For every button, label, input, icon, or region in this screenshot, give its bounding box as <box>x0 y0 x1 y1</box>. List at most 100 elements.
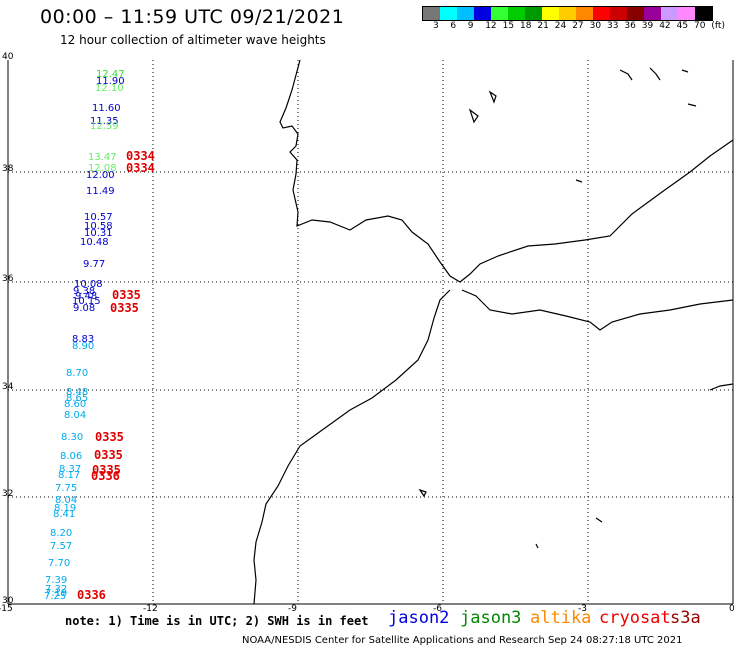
wave-height-label: 9.77 <box>83 259 106 270</box>
wave-height-label: 9.38 <box>73 286 96 297</box>
wave-height-label: 11.90 <box>96 76 125 87</box>
wave-height-label: 10.58 <box>84 221 113 232</box>
color-swatch <box>559 7 576 20</box>
longitude-label: -12 <box>143 604 158 614</box>
color-scale-label: 9 <box>467 21 474 31</box>
color-scale-label: 15 <box>502 21 515 31</box>
latitude-label: 34 <box>2 382 14 392</box>
color-swatch <box>610 7 627 20</box>
latitude-label: 30 <box>2 596 14 606</box>
wave-height-label: 10.31 <box>84 228 113 239</box>
longitude-label: -15 <box>0 604 13 614</box>
latitude-label: 40 <box>2 52 14 62</box>
pass-time-label: 0335 <box>94 448 123 462</box>
page-title: 00:00 – 11:59 UTC 09/21/2021 <box>40 6 345 28</box>
color-swatch <box>576 7 593 20</box>
wave-height-label: 7.32 <box>45 584 68 595</box>
color-scale-label: 39 <box>641 21 654 31</box>
map-frame <box>7 60 734 605</box>
color-scale-label: 30 <box>589 21 602 31</box>
color-scale-label: 12 <box>485 21 497 31</box>
color-scale-label: 33 <box>607 21 619 31</box>
wave-height-label: 8.90 <box>72 341 95 352</box>
color-scale-label: 21 <box>537 21 549 31</box>
wave-height-label: 8.30 <box>61 432 84 443</box>
color-swatch <box>508 7 525 20</box>
wave-height-label: 11.49 <box>86 186 115 197</box>
longitude-label: -3 <box>578 604 587 614</box>
color-swatch <box>661 7 678 20</box>
wave-height-label: 8.37 <box>59 464 82 475</box>
color-scale-bar <box>422 6 713 21</box>
wave-height-label: 8.06 <box>60 451 83 462</box>
wave-height-label: 9.08 <box>73 303 96 314</box>
color-swatch <box>627 7 644 20</box>
color-swatch <box>440 7 457 20</box>
color-scale-label: 6 <box>450 21 457 31</box>
satellite-legend-item: jason2 <box>388 608 450 628</box>
wave-height-label: 8.04 <box>64 410 87 421</box>
pass-time-label: 0335 <box>95 430 124 444</box>
wave-height-label: 12.47 <box>96 69 125 80</box>
pass-time-label: 0336 <box>91 469 120 483</box>
latitude-label: 38 <box>2 164 14 174</box>
satellite-legend-item: altika <box>530 608 592 628</box>
color-swatch <box>695 7 712 20</box>
wave-height-label: 8.19 <box>54 503 77 514</box>
wave-height-label: 12.59 <box>90 121 119 132</box>
color-swatch <box>678 7 695 20</box>
wave-height-label: 10.08 <box>74 279 103 290</box>
wave-height-label: 12.00 <box>86 170 115 181</box>
color-swatch <box>457 7 474 20</box>
wave-height-label: 8.04 <box>55 495 78 506</box>
pass-time-label: 0334 <box>126 161 155 175</box>
wave-height-label: 9.48 <box>75 291 98 302</box>
color-swatch <box>474 7 491 20</box>
pass-time-label: 0334 <box>126 149 155 163</box>
color-scale-label: 18 <box>520 21 532 31</box>
wave-height-label: 12.08 <box>88 163 117 174</box>
graticule-lines <box>8 60 733 604</box>
satellite-legend-item: s3a <box>670 608 701 628</box>
latitude-label: 36 <box>2 274 14 284</box>
wave-height-label: 10.15 <box>72 296 101 307</box>
units-note: note: 1) Time is in UTC; 2) SWH is in fe… <box>65 614 369 628</box>
wave-height-label: 7.70 <box>48 558 71 569</box>
color-scale-label: 24 <box>554 21 567 31</box>
wave-height-label: 10.48 <box>80 237 109 248</box>
pass-time-label: 0335 <box>110 301 139 315</box>
color-scale-label: 27 <box>572 21 584 31</box>
page-subtitle: 12 hour collection of altimeter wave hei… <box>60 33 326 47</box>
wave-height-label: 13.47 <box>88 152 117 163</box>
wave-height-label: 11.60 <box>92 103 121 114</box>
color-scale-label: (ft) <box>711 21 725 31</box>
wave-height-label: 7.57 <box>50 541 73 552</box>
wave-height-label: 12.10 <box>95 83 124 94</box>
color-scale-label: 36 <box>624 21 636 31</box>
color-swatch <box>542 7 559 20</box>
latitude-label: 32 <box>2 489 14 499</box>
color-scale-label: 42 <box>659 21 671 31</box>
longitude-label: -6 <box>433 604 442 614</box>
wave-height-label: 8.17 <box>58 470 81 481</box>
pass-time-label: 0336 <box>77 588 106 602</box>
wave-height-label: 11.35 <box>90 116 119 127</box>
pass-time-label: 0335 <box>112 288 141 302</box>
color-swatch <box>644 7 661 20</box>
wave-height-label: 7.39 <box>45 575 68 586</box>
longitude-label: 0 <box>729 604 735 614</box>
satellite-legend-item: jason3 <box>460 608 522 628</box>
wave-height-label: 8.48 <box>66 387 89 398</box>
wave-height-label: 7.19 <box>45 588 68 599</box>
pass-time-label: 0335 <box>92 463 121 477</box>
wave-height-label: 7.75 <box>55 483 78 494</box>
color-swatch <box>423 7 440 20</box>
wave-height-label: 8.60 <box>64 399 87 410</box>
credit-footer: NOAA/NESDIS Center for Satellite Applica… <box>242 635 683 646</box>
longitude-label: -9 <box>288 604 297 614</box>
color-scale-label: 3 <box>433 21 439 31</box>
wave-height-label: 8.70 <box>66 368 89 379</box>
color-scale-label: 45 <box>676 21 689 31</box>
wave-height-label: 8.41 <box>53 509 76 520</box>
